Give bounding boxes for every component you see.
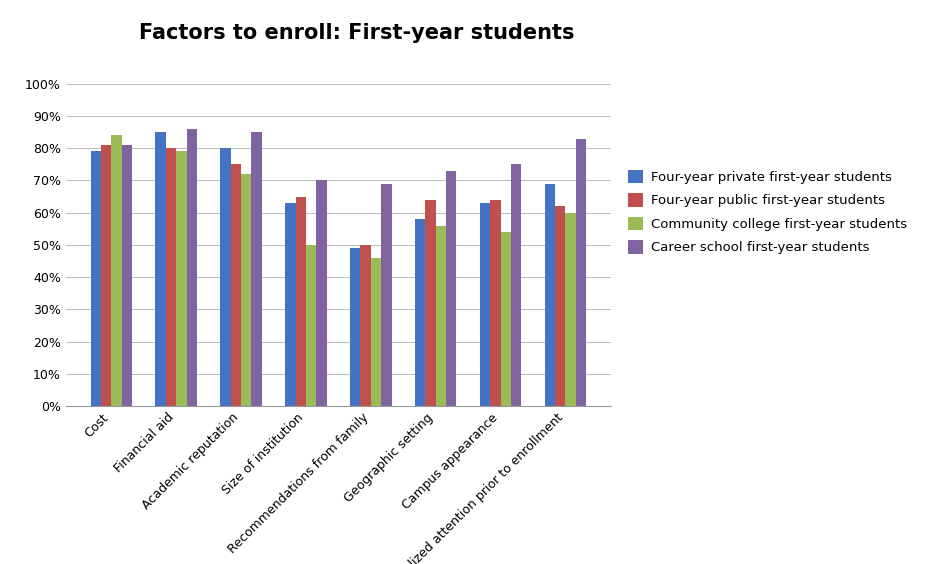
Bar [479, 203, 490, 406]
Bar [501, 232, 511, 406]
Bar [101, 145, 111, 406]
Bar [317, 180, 327, 406]
Bar [306, 245, 317, 406]
Bar [155, 132, 165, 406]
Bar [230, 164, 241, 406]
Bar [415, 219, 425, 406]
Bar [576, 139, 587, 406]
Bar [111, 135, 121, 406]
Bar [360, 245, 371, 406]
Bar [90, 152, 101, 406]
Bar [187, 129, 197, 406]
Bar [511, 164, 522, 406]
Bar [556, 206, 566, 406]
Bar [285, 203, 295, 406]
Bar [544, 184, 556, 406]
Bar [121, 145, 133, 406]
Bar [220, 148, 230, 406]
Legend: Four-year private first-year students, Four-year public first-year students, Com: Four-year private first-year students, F… [622, 165, 913, 259]
Bar [436, 226, 446, 406]
Text: Factors to enroll: First-year students: Factors to enroll: First-year students [139, 23, 575, 42]
Bar [295, 197, 306, 406]
Bar [566, 213, 576, 406]
Bar [165, 148, 176, 406]
Bar [425, 200, 436, 406]
Bar [371, 258, 382, 406]
Bar [382, 184, 392, 406]
Bar [241, 174, 252, 406]
Bar [350, 248, 360, 406]
Bar [252, 132, 262, 406]
Bar [446, 171, 457, 406]
Bar [176, 152, 187, 406]
Bar [490, 200, 501, 406]
